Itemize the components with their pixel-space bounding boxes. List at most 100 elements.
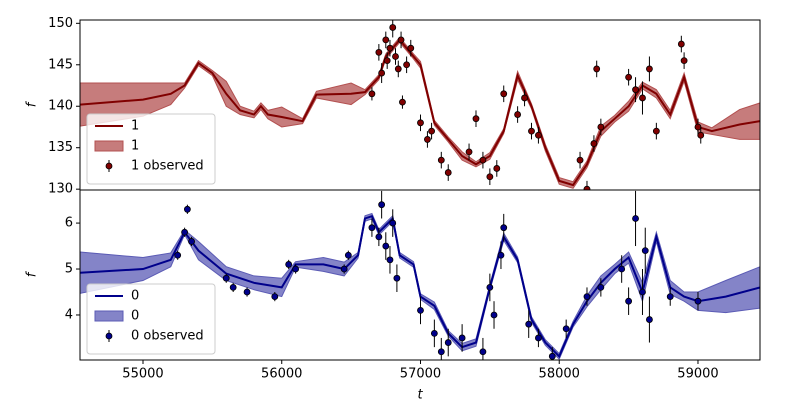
observed-point — [458, 334, 466, 342]
observed-point — [174, 251, 182, 259]
observed-point — [590, 140, 598, 147]
observed-point — [393, 274, 401, 282]
legend-point — [105, 162, 113, 170]
observed-point — [292, 265, 300, 273]
observed-point — [382, 242, 390, 250]
legend-box — [86, 283, 216, 355]
observed-point — [666, 293, 674, 300]
observed-point — [188, 238, 195, 245]
observed-point — [583, 293, 591, 300]
legend-label: 0 observed — [131, 329, 204, 344]
observed-point — [593, 65, 601, 73]
legend-label: 0 — [131, 309, 139, 324]
y-tick-label: 135 — [48, 140, 73, 155]
observed-point — [389, 24, 397, 31]
y-tick-label: 5 — [65, 262, 73, 277]
observed-point — [368, 224, 376, 232]
observed-point — [486, 173, 494, 181]
observed-point — [472, 115, 480, 123]
observed-point — [243, 288, 251, 296]
observed-point — [428, 127, 435, 135]
legend-label: 1 observed — [131, 159, 204, 174]
observed-point — [562, 325, 570, 333]
observed-point — [597, 123, 605, 131]
observed-point — [652, 127, 660, 135]
observed-point — [285, 261, 293, 268]
observed-point — [490, 311, 498, 319]
observed-point — [399, 98, 406, 106]
legend-patch — [94, 140, 124, 152]
observed-point — [697, 131, 705, 139]
observed-point — [618, 265, 626, 273]
legend-box — [86, 113, 216, 185]
plot-area — [80, 20, 760, 190]
observed-point — [680, 57, 688, 65]
observed-point — [383, 57, 391, 65]
observed-point — [465, 148, 473, 156]
observed-point — [271, 293, 279, 300]
observed-point — [181, 228, 189, 236]
observed-point — [444, 339, 452, 346]
x-tick-label: 55000 — [122, 367, 163, 382]
observed-point — [424, 136, 431, 143]
observed-point — [403, 61, 411, 69]
observed-point — [394, 65, 402, 73]
observed-point — [521, 94, 528, 102]
observed-point — [641, 247, 649, 255]
observed-point — [597, 284, 605, 291]
observed-point — [486, 284, 494, 291]
observed-point — [639, 288, 646, 296]
observed-point — [437, 156, 445, 164]
y-tick-label: 130 — [48, 182, 73, 197]
observed-point — [632, 215, 639, 222]
observed-point — [583, 185, 591, 190]
observed-point — [646, 316, 653, 323]
observed-point — [368, 90, 376, 98]
observed-point — [625, 73, 633, 81]
observed-point — [646, 65, 653, 73]
observed-point — [528, 127, 535, 135]
observed-point — [514, 111, 522, 118]
observed-point — [183, 205, 191, 213]
observed-point — [437, 348, 445, 356]
observed-point — [430, 329, 438, 337]
y-tick-label: 4 — [65, 307, 73, 322]
legend-label: 1 — [131, 139, 139, 154]
observed-point — [392, 53, 399, 60]
y-tick-label: 6 — [65, 216, 73, 231]
legend-patch — [94, 310, 124, 322]
observed-point — [535, 334, 542, 342]
mean-line — [80, 38, 760, 187]
observed-point — [344, 251, 352, 259]
observed-point — [548, 352, 556, 360]
observed-point — [378, 201, 386, 209]
observed-point — [500, 224, 508, 232]
x-tick-label: 57000 — [400, 367, 441, 382]
confidence-band — [80, 212, 760, 360]
observed-point — [417, 119, 424, 127]
x-tick-label: 56000 — [261, 367, 302, 382]
observed-point — [639, 94, 646, 102]
observed-point — [386, 44, 394, 52]
observed-point — [493, 165, 501, 172]
observed-point — [417, 306, 424, 314]
observed-point — [340, 265, 348, 273]
observed-point — [535, 131, 542, 139]
observed-point — [632, 86, 639, 94]
y-tick-label: 150 — [48, 16, 73, 31]
plot-area — [80, 190, 760, 360]
observed-point — [479, 156, 487, 164]
observed-point — [677, 40, 685, 48]
observed-point — [375, 48, 383, 56]
observed-point — [222, 274, 230, 282]
observed-point — [229, 284, 237, 291]
confidence-band — [80, 36, 760, 189]
observed-point — [397, 36, 405, 44]
observed-point — [625, 297, 633, 305]
observed-point — [389, 219, 397, 227]
observed-point — [386, 256, 394, 264]
y-axis-label: f — [25, 100, 40, 107]
observed-point — [497, 251, 505, 259]
observed-point — [375, 233, 383, 241]
